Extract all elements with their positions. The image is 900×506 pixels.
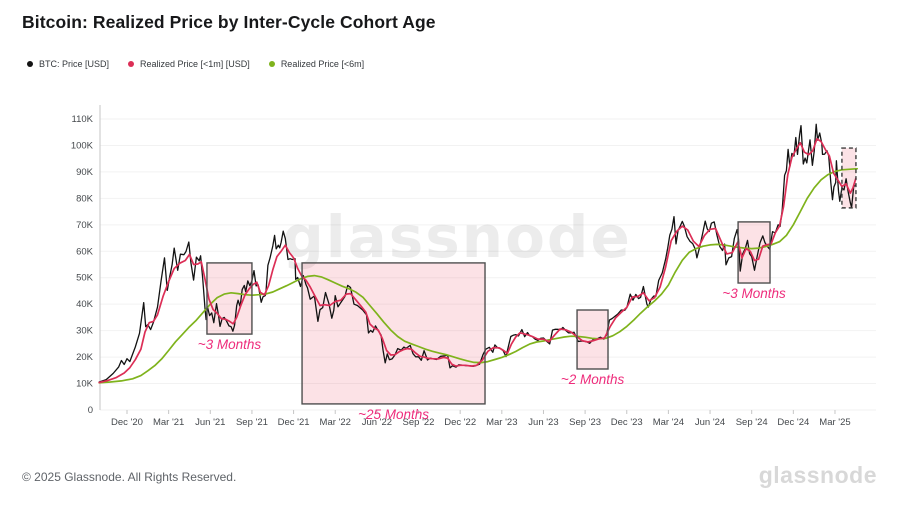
svg-text:~3 Months: ~3 Months — [198, 337, 262, 352]
svg-text:Jun '23: Jun '23 — [528, 417, 558, 428]
svg-text:Dec '20: Dec '20 — [111, 417, 143, 428]
legend-label: Realized Price [<6m] — [280, 59, 365, 69]
svg-text:Mar '22: Mar '22 — [320, 417, 351, 428]
svg-text:Dec '22: Dec '22 — [444, 417, 476, 428]
svg-text:Mar '21: Mar '21 — [153, 417, 184, 428]
svg-text:0: 0 — [88, 405, 93, 416]
svg-text:Dec '24: Dec '24 — [777, 417, 809, 428]
svg-text:Sep '21: Sep '21 — [236, 417, 268, 428]
svg-text:Sep '23: Sep '23 — [569, 417, 601, 428]
svg-text:Dec '21: Dec '21 — [278, 417, 310, 428]
glassnode-logo: glassnode — [758, 462, 877, 488]
svg-text:Jun '24: Jun '24 — [695, 417, 725, 428]
svg-text:Mar '25: Mar '25 — [819, 417, 850, 428]
legend-item-btc-price[interactable]: BTC: Price [USD] — [27, 59, 109, 69]
svg-text:50K: 50K — [76, 273, 94, 284]
page-title: Bitcoin: Realized Price by Inter-Cycle C… — [22, 12, 436, 32]
svg-text:~2 Months: ~2 Months — [561, 372, 625, 387]
legend-dot-icon — [268, 61, 275, 67]
svg-text:60K: 60K — [76, 246, 94, 257]
svg-text:100K: 100K — [71, 140, 94, 151]
legend-dot-icon — [27, 61, 33, 67]
svg-text:70K: 70K — [76, 220, 94, 231]
svg-text:Sep '22: Sep '22 — [403, 417, 435, 428]
svg-text:Sep '24: Sep '24 — [736, 417, 768, 428]
legend-label: BTC: Price [USD] — [39, 59, 110, 69]
svg-text:Dec '23: Dec '23 — [611, 417, 643, 428]
svg-text:10K: 10K — [76, 379, 94, 390]
svg-text:40K: 40K — [76, 299, 94, 310]
svg-text:~25 Months: ~25 Months — [358, 407, 429, 422]
svg-text:20K: 20K — [76, 352, 94, 363]
svg-text:Mar '24: Mar '24 — [653, 417, 684, 428]
svg-text:Jun '21: Jun '21 — [195, 417, 225, 428]
svg-text:110K: 110K — [72, 114, 94, 125]
svg-text:80K: 80K — [76, 193, 94, 204]
legend-label: Realized Price [<1m] [USD] — [140, 59, 250, 69]
legend-dot-icon — [128, 61, 135, 67]
legend-item-realized-price-1m[interactable]: Realized Price [<1m] [USD] — [128, 59, 250, 69]
legend-item-realized-price-6m[interactable]: Realized Price [<6m] — [268, 59, 365, 69]
copyright-text: © 2025 Glassnode. All Rights Reserved. — [22, 470, 237, 484]
svg-text:Jun '22: Jun '22 — [362, 417, 392, 428]
svg-text:glassnode: glassnode — [282, 203, 632, 271]
svg-text:30K: 30K — [76, 326, 94, 337]
svg-text:90K: 90K — [76, 167, 94, 178]
svg-text:Mar '23: Mar '23 — [486, 417, 517, 428]
svg-text:~3 Months: ~3 Months — [722, 286, 786, 301]
chart-legend: BTC: Price [USD] Realized Price [<1m] [U… — [27, 59, 364, 69]
